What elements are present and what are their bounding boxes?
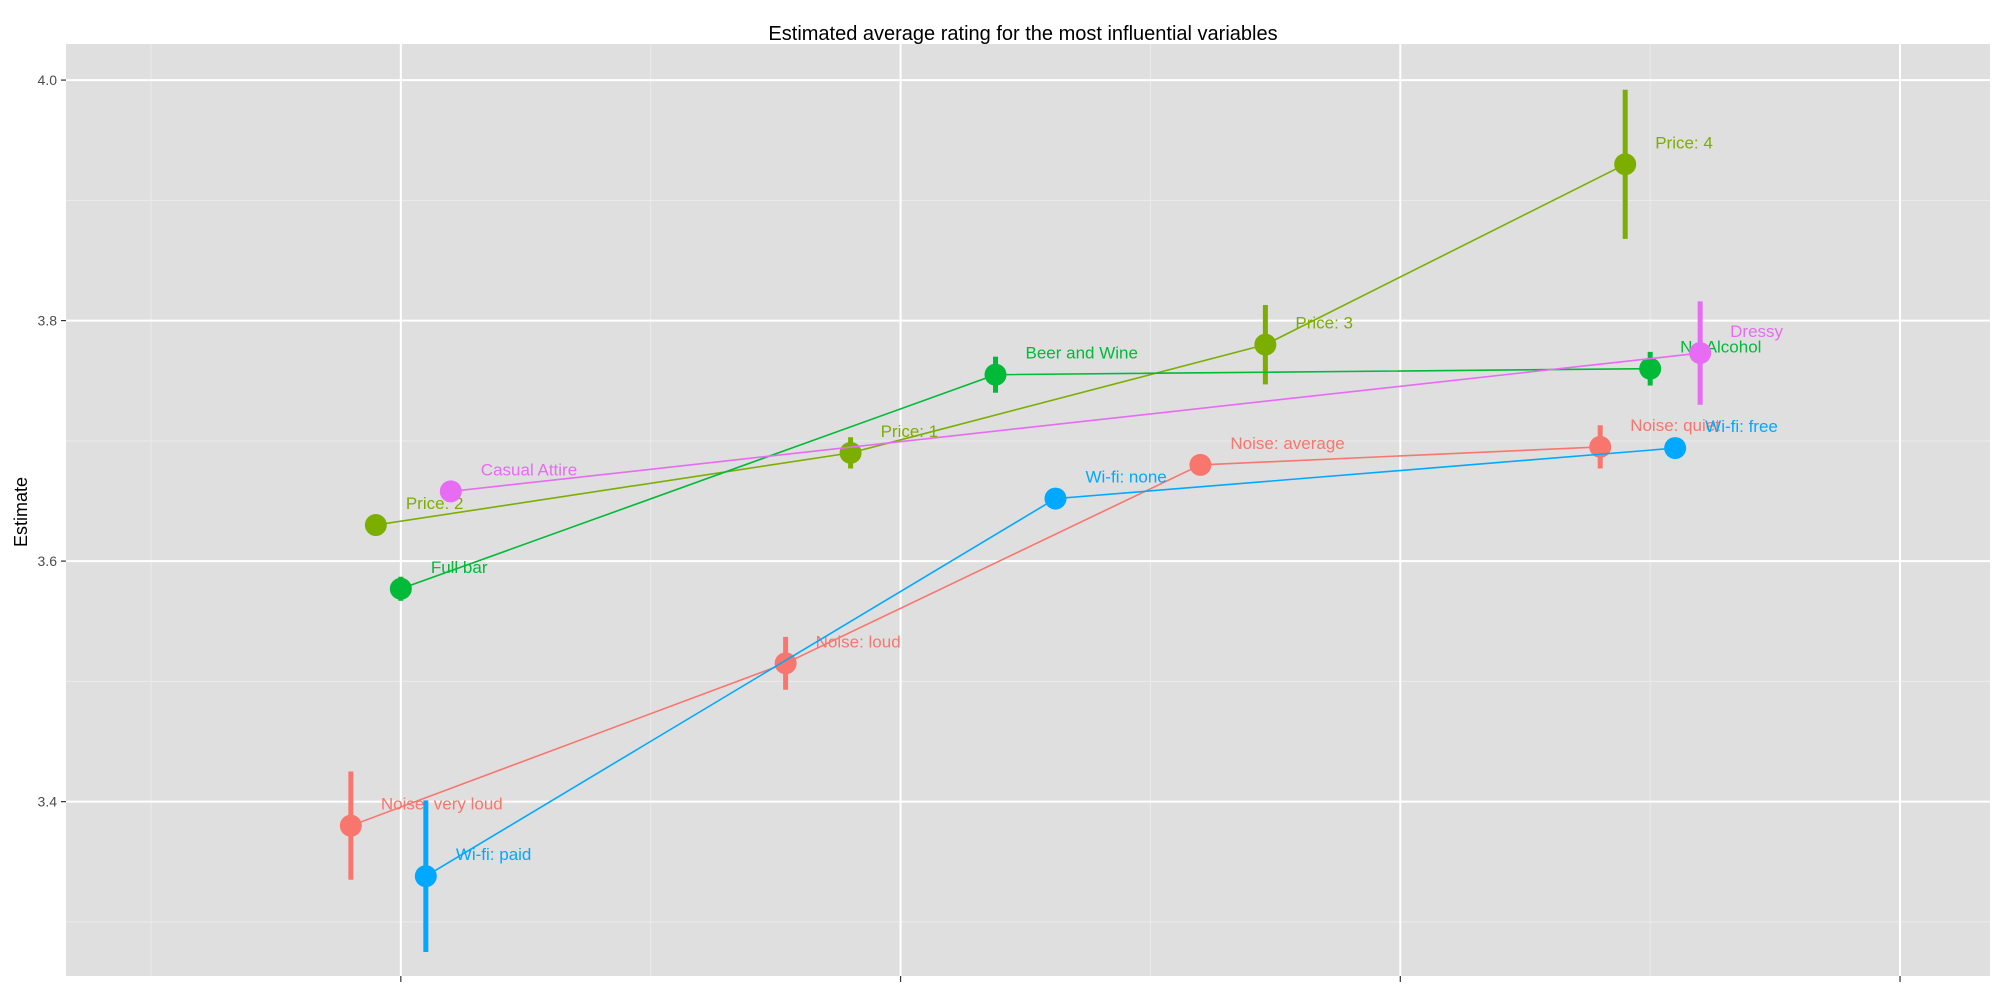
data-point — [439, 480, 462, 503]
data-point — [1639, 357, 1662, 380]
series-line — [450, 352, 1701, 493]
data-point — [1614, 153, 1637, 176]
series-line — [350, 446, 1601, 827]
series-line — [375, 163, 1626, 526]
point-label: Noise: very loud — [381, 795, 503, 814]
data-point — [984, 363, 1007, 386]
point-label: Noise: quiet — [1630, 416, 1720, 435]
data-point — [339, 814, 362, 837]
data-point — [1254, 333, 1277, 356]
chart-title: Estimated average rating for the most in… — [768, 23, 1277, 45]
point-label: Full bar — [431, 558, 488, 577]
data-point — [1044, 487, 1067, 510]
y-tick-label: 3.8 — [38, 313, 58, 329]
y-tick-label: 3.6 — [38, 553, 58, 569]
data-point — [1189, 453, 1212, 476]
point-label: Noise: loud — [816, 632, 901, 651]
data-point — [1589, 435, 1612, 458]
data-point — [1689, 342, 1712, 365]
point-label: Wi-fi: none — [1085, 468, 1166, 487]
data-point — [364, 514, 387, 537]
data-point — [839, 441, 862, 464]
point-label: Noise: average — [1230, 434, 1344, 453]
data-point — [1664, 437, 1687, 460]
y-axis-label: Estimate — [11, 477, 31, 547]
data-point — [414, 865, 437, 888]
panel-background — [66, 44, 1990, 976]
data-point — [389, 577, 412, 600]
point-label: Beer and Wine — [1026, 344, 1138, 363]
point-label: Price: 3 — [1295, 314, 1353, 333]
point-label: Price: 1 — [881, 422, 939, 441]
plot-area: 3.4 3.6 3.8 4.0 Noise: very loud Noise: loud N… — [38, 44, 1990, 982]
point-label: Wi-fi: free — [1705, 417, 1778, 436]
point-label: Price: 4 — [1655, 133, 1713, 152]
y-tick-label: 4.0 — [38, 72, 58, 88]
point-label: Casual Attire — [481, 460, 577, 479]
point-label: Wi-fi: paid — [456, 845, 532, 864]
y-tick-label: 3.4 — [38, 794, 58, 810]
point-label: Dressy — [1730, 322, 1783, 341]
